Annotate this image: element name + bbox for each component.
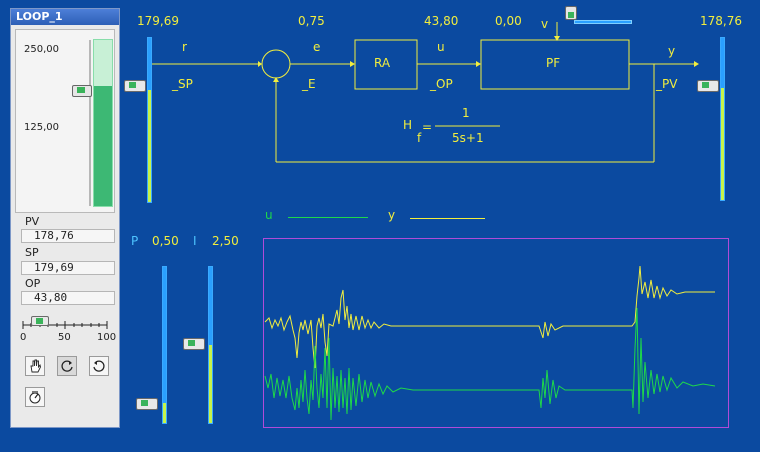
- slider-tick-50: 50: [58, 332, 71, 343]
- e-label: e: [313, 40, 321, 54]
- trend-y-line: [264, 265, 715, 369]
- v-readout: 0,00: [495, 14, 522, 28]
- gauge-button[interactable]: [25, 387, 45, 407]
- hand-icon: [30, 359, 41, 373]
- p-param-bar: [162, 266, 167, 424]
- p-param-bar-blue: [163, 267, 166, 403]
- i-param-label: I: [193, 234, 197, 248]
- tf-denominator: 5s+1: [452, 131, 484, 145]
- op-value-field[interactable]: 43,80: [21, 291, 115, 305]
- slider-tick-0: 0: [20, 332, 27, 343]
- u-label: u: [437, 40, 445, 54]
- i-param-bar-blue: [209, 267, 212, 345]
- legend-y-line: [410, 218, 485, 219]
- sp-bar-blue: [148, 38, 151, 90]
- trend-plot-border: [263, 238, 729, 428]
- sp-bar: [147, 37, 152, 203]
- v-label: v: [541, 17, 549, 31]
- sp-tag-label: _SP: [172, 77, 193, 91]
- y-label: y: [668, 44, 676, 58]
- sp-value-field[interactable]: 179,69: [21, 261, 115, 275]
- trend-plot: [263, 238, 729, 428]
- block-diagram: [152, 22, 699, 163]
- i-param-bar-fill: [209, 345, 212, 423]
- pv-bar-right-blue: [721, 38, 724, 88]
- i-param-bar: [208, 266, 213, 424]
- op-slider-handle[interactable]: [30, 316, 49, 326]
- trend-u-line: [264, 307, 716, 421]
- scale-mid-label: 125,00: [24, 122, 59, 133]
- ra-block-label: RA: [374, 56, 391, 70]
- pv-tag-label: _PV: [656, 77, 678, 91]
- pf-block-label: PF: [546, 56, 561, 70]
- rotate-ccw-button[interactable]: [57, 356, 77, 376]
- p-param-label: P: [131, 234, 139, 248]
- v-slider-handle[interactable]: [565, 6, 577, 20]
- i-param-handle[interactable]: [183, 338, 205, 350]
- rotate-cw-icon: [93, 360, 105, 372]
- e-tag-label: _E: [302, 77, 316, 91]
- pv-bar-right: [720, 37, 725, 201]
- tf-sub-label: f: [417, 131, 422, 145]
- pv-label: PV: [25, 215, 40, 228]
- v-slider-track[interactable]: [574, 20, 632, 24]
- sp-marker-fill: [77, 87, 85, 93]
- pv-bar: [93, 39, 113, 207]
- legend-u-line: [288, 217, 368, 218]
- p-param-bar-fill: [163, 403, 166, 423]
- i-param-value: 2,50: [212, 234, 239, 248]
- scale-ticks: [89, 40, 91, 206]
- tf-numerator: 1: [462, 106, 470, 120]
- legend-u-label: u: [265, 208, 273, 222]
- pv-bar-right-handle[interactable]: [697, 80, 719, 92]
- r-label: r: [182, 40, 187, 54]
- op-label: OP: [25, 277, 41, 290]
- hand-button[interactable]: [25, 356, 45, 376]
- pv-bargraph-frame: 250,00 125,00: [15, 29, 115, 213]
- gauge-icon: [29, 391, 41, 404]
- scale-top-label: 250,00: [24, 44, 59, 55]
- op-readout: 43,80: [424, 14, 459, 28]
- sp-bar-handle[interactable]: [124, 80, 146, 92]
- op-tag-label: _OP: [430, 77, 453, 91]
- tf-h-label: H: [403, 118, 413, 132]
- sp-marker-handle[interactable]: [72, 85, 92, 97]
- v-slider-handle-fill: [568, 12, 574, 18]
- p-param-value: 0,50: [152, 234, 179, 248]
- p-param-handle[interactable]: [136, 398, 158, 410]
- pv-bar-right-fill: [721, 88, 724, 200]
- sp-readout: 179,69: [137, 14, 179, 28]
- rotate-cw-button[interactable]: [89, 356, 109, 376]
- sp-bar-fill: [148, 90, 151, 202]
- faceplate-title: LOOP_1: [11, 9, 119, 25]
- pv-bar-fill: [94, 86, 112, 206]
- legend-y-label: y: [388, 208, 396, 222]
- pv-value-field: 178,76: [21, 229, 115, 243]
- tf-eq-label: =: [422, 120, 433, 134]
- rotate-ccw-icon: [61, 360, 73, 372]
- sp-label: SP: [25, 246, 39, 259]
- e-readout: 0,75: [298, 14, 325, 28]
- loop-faceplate: LOOP_1 250,00 125,00 PV 178,76 SP 179,69…: [10, 8, 120, 428]
- pv-readout: 178,76: [700, 14, 742, 28]
- slider-tick-100: 100: [97, 332, 117, 343]
